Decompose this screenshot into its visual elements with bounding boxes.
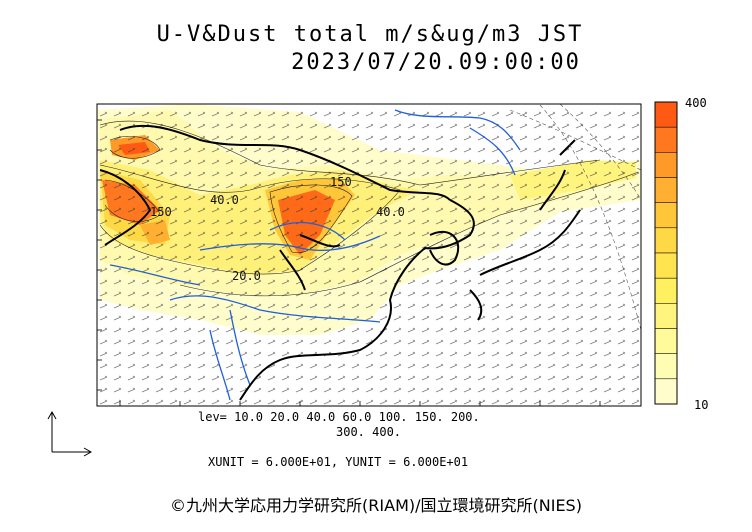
colorbar-band <box>654 126 678 153</box>
contour-label: 150 <box>150 205 172 219</box>
contour-label: 40.0 <box>376 205 405 219</box>
rivers <box>109 109 521 401</box>
coastlines <box>99 124 581 401</box>
colorbar <box>654 101 678 405</box>
contour-label: 20.0 <box>232 269 261 283</box>
colorbar-band <box>654 378 678 405</box>
copyright-text: ©九州大学応用力学研究所(RIAM)/国立環境研究所(NIES) <box>170 496 582 515</box>
colorbar-band <box>654 227 678 254</box>
colorbar-band <box>654 252 678 279</box>
colorbar-band <box>654 177 678 203</box>
graticule <box>509 104 641 331</box>
frame-ticks <box>97 119 601 406</box>
colorbar-min-label: 10 <box>694 398 709 412</box>
colorbar-band <box>654 328 678 354</box>
map-frame <box>96 103 642 407</box>
colorbar-band <box>654 353 678 380</box>
colorbar-frame <box>654 101 678 405</box>
contour-levels-line1: lev= 10.0 20.0 40.0 60.0 100. 150. 200. <box>198 410 480 424</box>
contour-label: 40.0 <box>210 193 239 207</box>
vector-unit-text: XUNIT = 6.000E+01, YUNIT = 6.000E+01 <box>208 455 469 469</box>
wind-vector-field <box>97 104 641 406</box>
colorbar-band <box>654 303 678 329</box>
contour-levels-line2: 300. 400. <box>336 425 402 439</box>
map-timestamp: 2023/07/20.09:00:00 <box>291 50 581 75</box>
map-title: U-V&Dust total m/s&ug/m3 JST <box>156 22 584 47</box>
contour-lines <box>99 120 639 297</box>
colorbar-band <box>654 152 678 178</box>
colorbar-band <box>654 277 678 304</box>
colorbar-band <box>654 202 678 229</box>
unit-vector-legend <box>47 410 93 457</box>
colorbar-band <box>654 101 678 128</box>
contour-label: 150 <box>330 175 352 189</box>
colorbar-max-label: 400 <box>685 96 707 110</box>
